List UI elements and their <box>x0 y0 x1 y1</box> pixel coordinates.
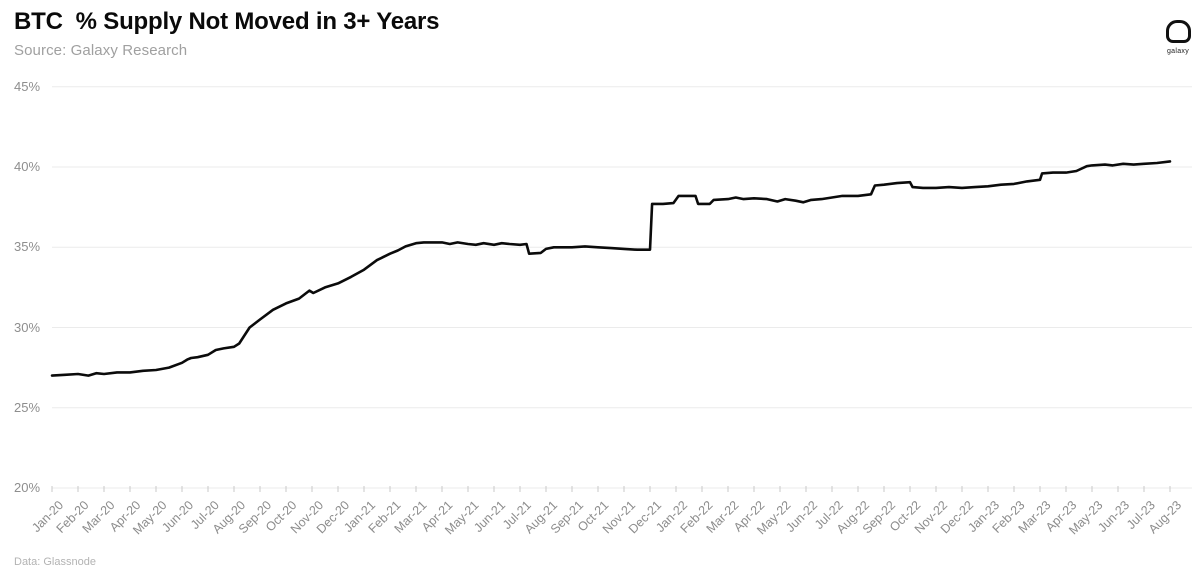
y-axis-label: 35% <box>14 239 41 255</box>
btc-supply-line <box>50 160 1172 377</box>
y-axis-label: 20% <box>14 480 41 495</box>
page-title: BTC % Supply Not Moved in 3+ Years <box>14 8 440 35</box>
data-source-note: Data: Glassnode <box>14 556 96 568</box>
y-axis-label: 30% <box>14 319 41 335</box>
y-axis-label: 45% <box>14 78 41 94</box>
gridlines <box>52 86 1192 489</box>
y-axis-label: 25% <box>14 399 41 415</box>
galaxy-logo: galaxy <box>1160 20 1196 55</box>
galaxy-logo-label: galaxy <box>1166 48 1190 55</box>
y-axis-label: 40% <box>14 159 41 174</box>
galaxy-logo-icon <box>1165 20 1191 43</box>
chart-subtitle: Source: Galaxy Research <box>14 42 188 59</box>
x-axis-ticks <box>51 486 1171 492</box>
